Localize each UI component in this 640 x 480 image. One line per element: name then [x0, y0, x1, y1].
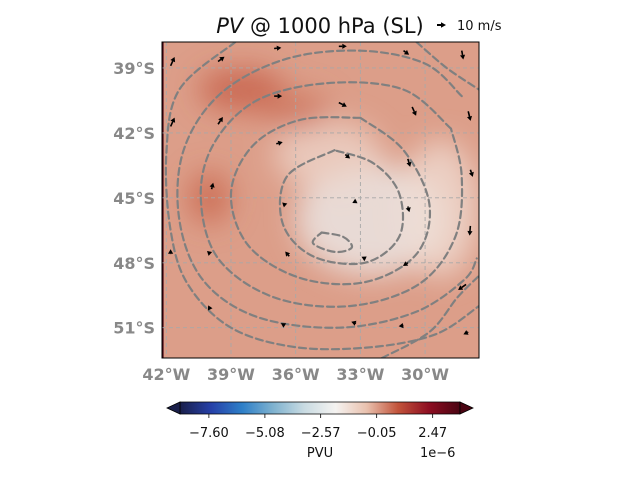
wind-vector: [274, 45, 282, 51]
wind-vector: [209, 182, 215, 190]
quiver-key: 10 m/s: [437, 19, 502, 34]
wind-vector: [285, 251, 291, 257]
colorbar-body: [179, 401, 461, 415]
chart-title: PV @ 1000 hPa (SL): [216, 14, 424, 38]
x-tick-label: 30°W: [401, 365, 449, 384]
wind-vector: [361, 256, 367, 262]
y-tick-label: 48°S: [113, 254, 155, 273]
contour-ring-2: [176, 49, 478, 329]
wind-vectors: [168, 43, 474, 335]
y-tick-label: 39°S: [113, 59, 155, 78]
x-tick-label: 42°W: [142, 365, 190, 384]
pv-anomaly-positive-ne: [261, 91, 331, 131]
quiver-key-label: 10 m/s: [457, 19, 502, 34]
wind-vector: [276, 140, 283, 146]
wind-vector: [282, 202, 288, 208]
x-axis-ticks: 42°W 39°W 36°W 33°W 30°W: [142, 365, 449, 384]
x-tick-label: 36°W: [272, 365, 320, 384]
quiver-key-arrowhead: [441, 22, 446, 28]
y-tick-label: 42°S: [113, 124, 155, 143]
x-tick-label: 33°W: [336, 365, 384, 384]
colorbar-tick-label: −2.57: [301, 426, 341, 441]
contour-outer: [164, 42, 479, 351]
wind-vector: [403, 261, 409, 266]
colorbar-extend-max: [459, 401, 474, 415]
colorbar-ticks: −7.60 −5.08 −2.57 −0.05 2.47: [189, 414, 447, 441]
wind-vector: [406, 158, 412, 167]
wind-vector: [467, 225, 473, 236]
y-tick-label: 45°S: [113, 189, 155, 208]
pv-anomaly-positive-nw: [198, 68, 285, 112]
wind-vector: [217, 56, 225, 63]
wind-vector: [467, 111, 472, 121]
pv-field: [187, 68, 479, 278]
contour-southeast: [380, 274, 479, 358]
y-tick-label: 51°S: [113, 319, 155, 338]
colorbar-tick-label: −5.08: [245, 426, 285, 441]
wind-vector: [403, 49, 410, 55]
contour-inner: [311, 231, 354, 254]
y-axis-ticks: 39°S 42°S 45°S 48°S 51°S: [113, 59, 155, 338]
colorbar-tick-label: −0.05: [357, 426, 397, 441]
colorbar-tick-label: −7.60: [189, 426, 229, 441]
wind-vector: [207, 305, 213, 311]
wind-vector: [460, 50, 466, 60]
contour-ring-5: [278, 149, 405, 266]
colorbar-exponent: 1e−6: [420, 446, 455, 461]
colorbar-extend-min: [166, 401, 181, 415]
map-plot: [161, 41, 480, 359]
wind-vector: [217, 117, 223, 125]
wind-vector: [344, 153, 351, 159]
wind-vector: [338, 101, 347, 107]
contour-northeast: [415, 42, 479, 91]
colorbar-label: PVU: [307, 446, 333, 461]
wind-vector: [468, 169, 474, 177]
wind-vector: [411, 106, 417, 116]
wind-vector: [168, 249, 174, 255]
colorbar: −7.60 −5.08 −2.57 −0.05 2.47 PVU 1e−6: [166, 401, 474, 461]
wind-vector: [207, 251, 213, 256]
contour-ring-4: [229, 116, 432, 286]
pv-anomaly-negative-east: [401, 139, 479, 278]
wind-vector: [169, 117, 176, 127]
colorbar-tick-label: 2.47: [418, 426, 447, 441]
pressure-contours: [164, 42, 479, 358]
pv-anomaly-negative-north: [274, 120, 382, 190]
wind-vector: [351, 320, 357, 326]
wind-vector: [352, 198, 358, 204]
wind-vector: [280, 323, 287, 328]
wind-vector: [338, 43, 347, 49]
wind-vector: [398, 323, 404, 329]
wind-vector: [169, 57, 176, 67]
wind-vector: [405, 206, 411, 213]
contour-ring-3: [199, 81, 464, 308]
pv-anomaly-positive-west: [187, 171, 232, 224]
wind-vector: [274, 93, 283, 99]
x-tick-label: 39°W: [207, 365, 255, 384]
wind-vector: [458, 283, 467, 290]
pv-edge-strip: [162, 42, 164, 358]
plot-frame: [161, 41, 480, 359]
wind-vector: [463, 330, 469, 335]
